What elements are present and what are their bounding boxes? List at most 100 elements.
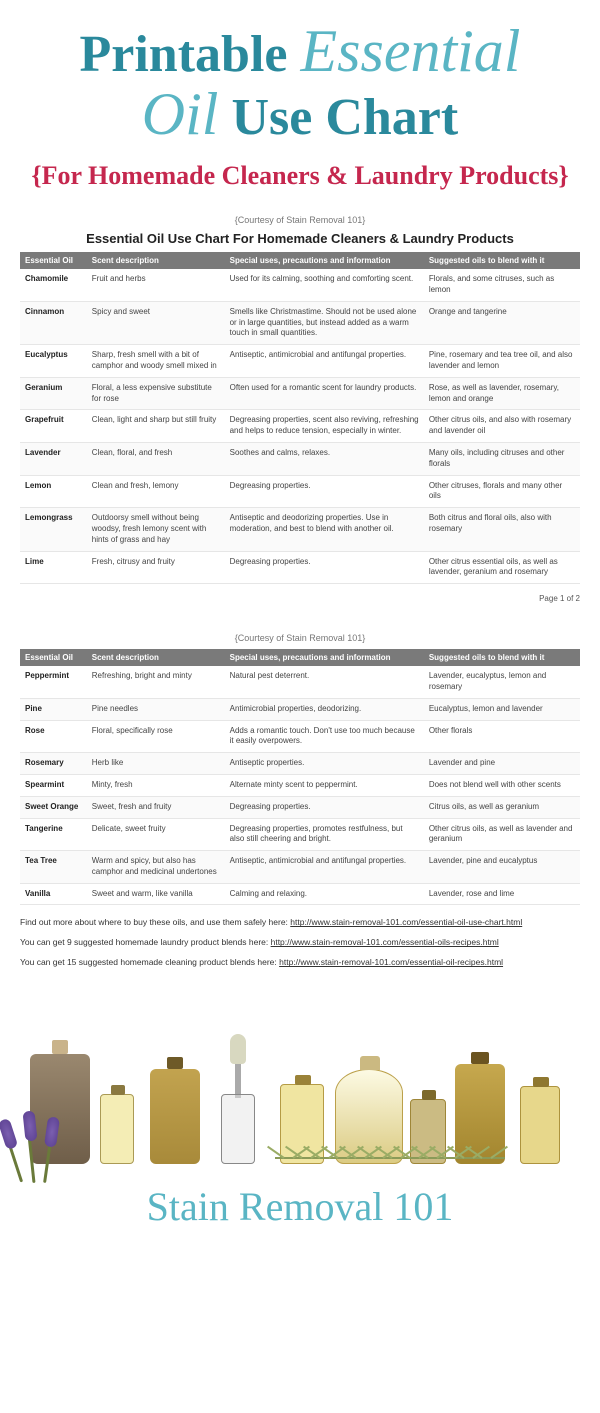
page-number-1: Page 1 of 2 [20,594,580,603]
table-cell: Lavender, rose and lime [424,883,580,905]
table-row: CinnamonSpicy and sweetSmells like Chris… [20,301,580,344]
table-cell: Used for its calming, soothing and comfo… [225,269,424,301]
column-header: Scent description [87,649,225,666]
table-cell: Alternate minty scent to peppermint. [225,774,424,796]
link-3[interactable]: http://www.stain-removal-101.com/essenti… [279,957,503,967]
table-cell: Antiseptic, antimicrobial and antifungal… [225,851,424,884]
oil-name-cell: Lemon [20,475,87,508]
courtesy-line-2: {Courtesy of Stain Removal 101} [0,633,600,643]
table-row: LimeFresh, citrusy and fruityDegreasing … [20,551,580,584]
title-word-essential: Essential [300,18,520,84]
table-row: RosemaryHerb likeAntiseptic properties.L… [20,753,580,775]
table-cell: Refreshing, bright and minty [87,666,225,698]
table-row: RoseFloral, specifically roseAdds a roma… [20,720,580,753]
table-cell: Other citrus oils, and also with rosemar… [424,410,580,443]
table-cell: Both citrus and floral oils, also with r… [424,508,580,551]
courtesy-line-1: {Courtesy of Stain Removal 101} [0,215,600,225]
title-word-usechart: Use Chart [231,89,458,146]
table-cell: Florals, and some citruses, such as lemo… [424,269,580,301]
link-1[interactable]: http://www.stain-removal-101.com/essenti… [290,917,522,927]
link-line-2: You can get 9 suggested homemade laundry… [20,937,580,947]
table-row: ChamomileFruit and herbsUsed for its cal… [20,269,580,301]
column-header: Suggested oils to blend with it [424,649,580,666]
table-row: Tea TreeWarm and spicy, but also has cam… [20,851,580,884]
oil-name-cell: Vanilla [20,883,87,905]
oil-name-cell: Cinnamon [20,301,87,344]
table-cell: Adds a romantic touch. Don't use too muc… [225,720,424,753]
table-cell: Smells like Christmastime. Should not be… [225,301,424,344]
table-cell: Warm and spicy, but also has camphor and… [87,851,225,884]
table-cell: Often used for a romantic scent for laun… [225,377,424,410]
chart-title: Essential Oil Use Chart For Homemade Cle… [0,231,600,246]
table-cell: Spicy and sweet [87,301,225,344]
table-cell: Other citrus oils, as well as lavender a… [424,818,580,851]
table-cell: Fruit and herbs [87,269,225,301]
table-cell: Pine, rosemary and tea tree oil, and als… [424,345,580,378]
oil-name-cell: Rosemary [20,753,87,775]
table-cell: Other citrus essential oils, as well as … [424,551,580,584]
table-cell: Clean and fresh, lemony [87,475,225,508]
table-cell: Antimicrobial properties, deodorizing. [225,698,424,720]
table-row: VanillaSweet and warm, like vanillaCalmi… [20,883,580,905]
table-row: Sweet OrangeSweet, fresh and fruityDegre… [20,796,580,818]
table-cell: Degreasing properties. [225,796,424,818]
table-cell: Herb like [87,753,225,775]
oil-name-cell: Rose [20,720,87,753]
column-header: Essential Oil [20,252,87,269]
table-cell: Rose, as well as lavender, rosemary, lem… [424,377,580,410]
oil-name-cell: Sweet Orange [20,796,87,818]
footer-logo: Stain Removal 101 [0,1179,600,1248]
table-row: PeppermintRefreshing, bright and mintyNa… [20,666,580,698]
table-cell: Lavender and pine [424,753,580,775]
oil-name-cell: Spearmint [20,774,87,796]
oil-table-page-1: Essential OilScent descriptionSpecial us… [20,252,580,584]
table-cell: Minty, fresh [87,774,225,796]
table-row: GrapefruitClean, light and sharp but sti… [20,410,580,443]
table-cell: Many oils, including citruses and other … [424,442,580,475]
oil-name-cell: Eucalyptus [20,345,87,378]
dropper-bottle-icon [215,1034,261,1164]
table-cell: Pine needles [87,698,225,720]
subtitle: {For Homemade Cleaners & Laundry Product… [15,160,585,191]
oil-name-cell: Geranium [20,377,87,410]
table-cell: Floral, specifically rose [87,720,225,753]
oil-name-cell: Peppermint [20,666,87,698]
oil-name-cell: Grapefruit [20,410,87,443]
table-cell: Clean, floral, and fresh [87,442,225,475]
table-cell: Clean, light and sharp but still fruity [87,410,225,443]
table-cell: Orange and tangerine [424,301,580,344]
bottle-icon [150,1069,200,1164]
title-word-printable: Printable [80,26,288,83]
link-line-3: You can get 15 suggested homemade cleani… [20,957,580,967]
table-row: LavenderClean, floral, and freshSoothes … [20,442,580,475]
table-cell: Natural pest deterrent. [225,666,424,698]
oil-name-cell: Tea Tree [20,851,87,884]
table-cell: Does not blend well with other scents [424,774,580,796]
lavender-icon [0,1115,84,1183]
oil-name-cell: Pine [20,698,87,720]
table-cell: Antiseptic properties. [225,753,424,775]
oil-name-cell: Chamomile [20,269,87,301]
oil-name-cell: Lemongrass [20,508,87,551]
bottles-illustration [0,979,600,1179]
link-2[interactable]: http://www.stain-removal-101.com/essenti… [271,937,499,947]
table-row: GeraniumFloral, a less expensive substit… [20,377,580,410]
column-header: Suggested oils to blend with it [424,252,580,269]
title-line-2: Oil Use Chart [15,83,585,146]
table-cell: Fresh, citrusy and fruity [87,551,225,584]
table-cell: Degreasing properties, scent also revivi… [225,410,424,443]
oil-name-cell: Tangerine [20,818,87,851]
table-cell: Degreasing properties. [225,475,424,508]
table-row: LemongrassOutdoorsy smell without being … [20,508,580,551]
table-cell: Sweet, fresh and fruity [87,796,225,818]
table-cell: Degreasing properties. [225,551,424,584]
table-cell: Sweet and warm, like vanilla [87,883,225,905]
table-cell: Delicate, sweet fruity [87,818,225,851]
table-cell: Floral, a less expensive substitute for … [87,377,225,410]
title-line-1: Printable Essential [15,20,585,83]
table-cell: Lavender, eucalyptus, lemon and rosemary [424,666,580,698]
oil-name-cell: Lavender [20,442,87,475]
rosemary-sprig-icon [275,1127,505,1173]
link-line-1: Find out more about where to buy these o… [20,917,580,927]
title-word-oil: Oil [142,81,219,147]
